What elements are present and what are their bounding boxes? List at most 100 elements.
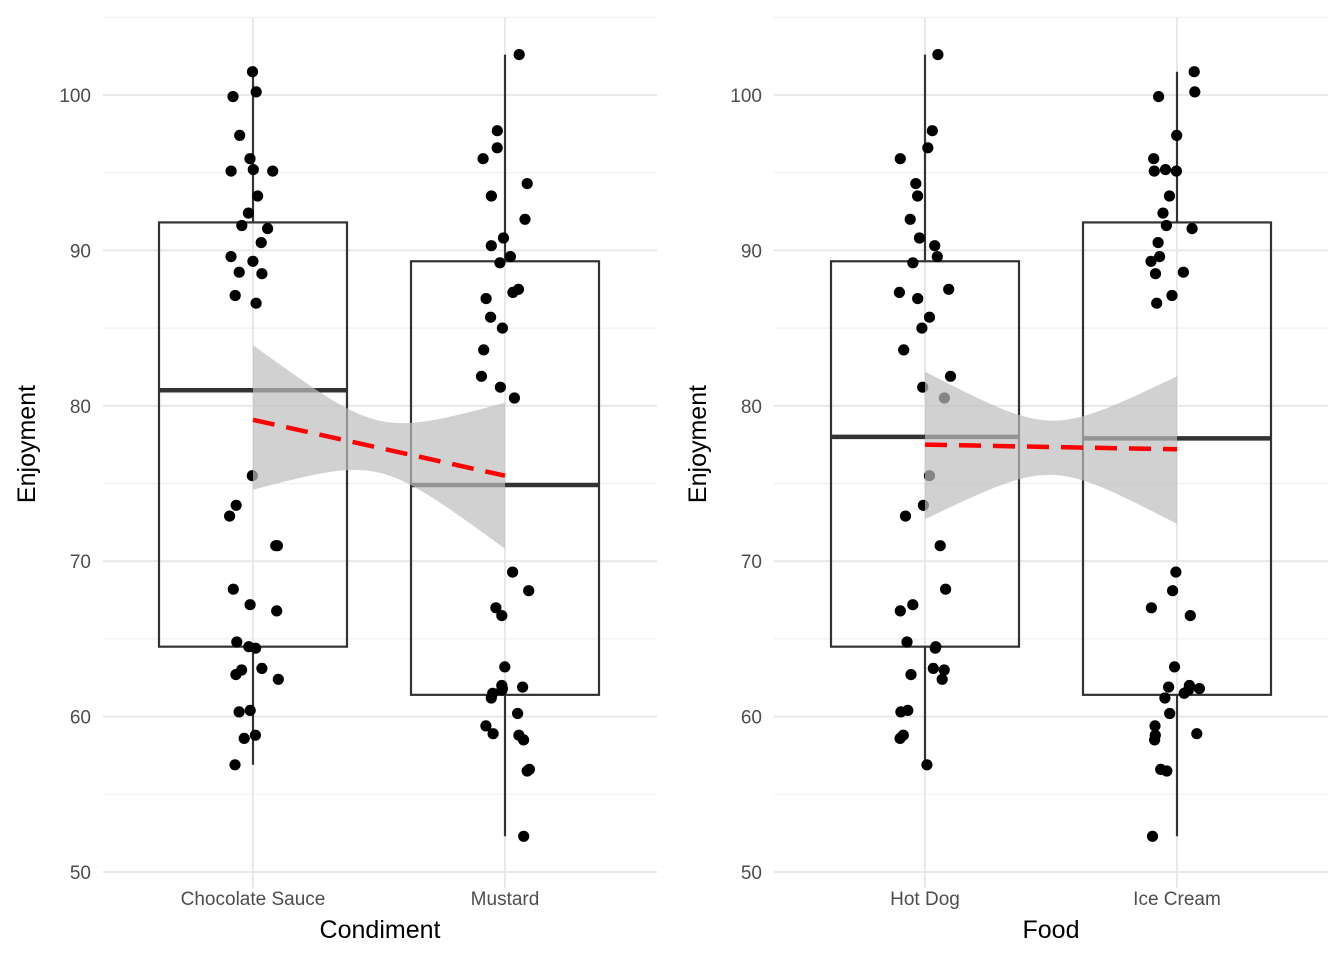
condiment-x-tick-labels: Chocolate Sauce Mustard xyxy=(181,889,540,910)
x-tick-label: Ice Cream xyxy=(1133,889,1221,910)
data-point xyxy=(255,237,267,249)
data-point xyxy=(944,370,957,382)
data-point xyxy=(894,732,906,745)
data-point xyxy=(938,664,950,676)
confidence-band xyxy=(925,371,1177,524)
data-point xyxy=(1171,129,1183,141)
data-point xyxy=(234,129,246,141)
data-point xyxy=(485,692,497,704)
data-point xyxy=(1170,566,1182,578)
data-point xyxy=(480,720,492,732)
data-point xyxy=(1151,297,1163,309)
condiment-trend xyxy=(252,345,506,549)
data-point xyxy=(894,153,906,165)
data-point xyxy=(236,219,248,232)
data-point xyxy=(1154,251,1166,263)
data-point xyxy=(1167,585,1179,597)
data-point xyxy=(256,268,268,280)
data-point xyxy=(1159,164,1172,176)
data-point xyxy=(1184,610,1196,622)
data-point xyxy=(898,344,910,356)
y-tick-label: 70 xyxy=(70,552,91,573)
confidence-band xyxy=(253,345,505,549)
condiment-y-tick-labels: 50 60 70 80 90 100 xyxy=(59,86,91,884)
data-point xyxy=(1159,692,1171,704)
data-point xyxy=(913,232,926,244)
data-point xyxy=(934,540,946,552)
data-point xyxy=(1168,661,1181,673)
data-point xyxy=(508,392,520,404)
data-point xyxy=(519,213,531,225)
food-trend xyxy=(924,371,1178,524)
x-tick-label: Chocolate Sauce xyxy=(181,889,326,910)
condiment-points xyxy=(224,49,536,842)
y-tick-label: 80 xyxy=(741,397,762,418)
data-point xyxy=(477,153,489,165)
data-point xyxy=(1163,190,1176,202)
data-point xyxy=(931,251,943,263)
data-point xyxy=(485,311,497,323)
data-point xyxy=(227,91,239,103)
y-tick-label: 50 xyxy=(70,863,91,884)
data-point xyxy=(893,286,906,298)
data-point xyxy=(496,322,508,334)
data-point xyxy=(1193,683,1205,695)
data-point xyxy=(267,165,279,177)
data-point xyxy=(475,370,488,382)
data-point xyxy=(923,311,936,323)
data-point xyxy=(271,605,283,617)
food-y-tick-labels: 50 60 70 80 90 100 xyxy=(730,86,762,884)
trend-line xyxy=(252,417,506,478)
data-point xyxy=(1145,255,1157,267)
data-point xyxy=(895,706,907,718)
y-tick-label: 60 xyxy=(70,708,91,729)
data-point xyxy=(225,165,237,177)
data-point xyxy=(1163,681,1175,693)
data-point xyxy=(912,293,924,305)
data-point xyxy=(490,602,502,614)
data-point xyxy=(485,190,497,202)
data-point xyxy=(504,251,516,263)
data-point xyxy=(242,207,254,219)
data-point xyxy=(907,257,919,269)
food-x-tick-labels: Hot Dog Ice Cream xyxy=(890,889,1221,910)
y-tick-label: 50 xyxy=(741,863,762,884)
data-point xyxy=(478,344,490,356)
data-point xyxy=(480,293,492,305)
data-point xyxy=(272,673,284,685)
data-point xyxy=(901,636,913,648)
data-point xyxy=(904,213,916,225)
data-point xyxy=(922,142,934,154)
data-point xyxy=(231,636,243,648)
condiment-y-axis-title: Enjoyment xyxy=(13,385,41,503)
data-point xyxy=(499,661,511,673)
data-point xyxy=(1149,720,1161,732)
data-point xyxy=(506,566,519,578)
x-tick-label: Hot Dog xyxy=(890,889,960,910)
data-point xyxy=(262,223,274,235)
data-point xyxy=(1157,207,1169,219)
data-point xyxy=(227,583,239,595)
data-point xyxy=(926,125,938,137)
data-point xyxy=(233,266,245,278)
data-point xyxy=(238,732,250,745)
food-y-axis-title: Enjoyment xyxy=(684,385,712,503)
data-point xyxy=(1153,91,1165,103)
data-point xyxy=(1186,223,1198,235)
data-point xyxy=(929,240,941,252)
data-point xyxy=(496,684,508,696)
data-point xyxy=(1160,219,1172,232)
data-point xyxy=(233,706,245,718)
data-point xyxy=(899,510,912,522)
data-point xyxy=(225,251,237,263)
data-point xyxy=(246,66,259,78)
data-point xyxy=(497,232,510,244)
data-point xyxy=(507,286,519,298)
data-point xyxy=(932,49,944,61)
data-point xyxy=(244,704,256,717)
data-point xyxy=(518,830,530,842)
x-tick-label: Mustard xyxy=(471,889,540,910)
y-tick-label: 80 xyxy=(70,397,91,418)
data-point xyxy=(1152,237,1164,249)
